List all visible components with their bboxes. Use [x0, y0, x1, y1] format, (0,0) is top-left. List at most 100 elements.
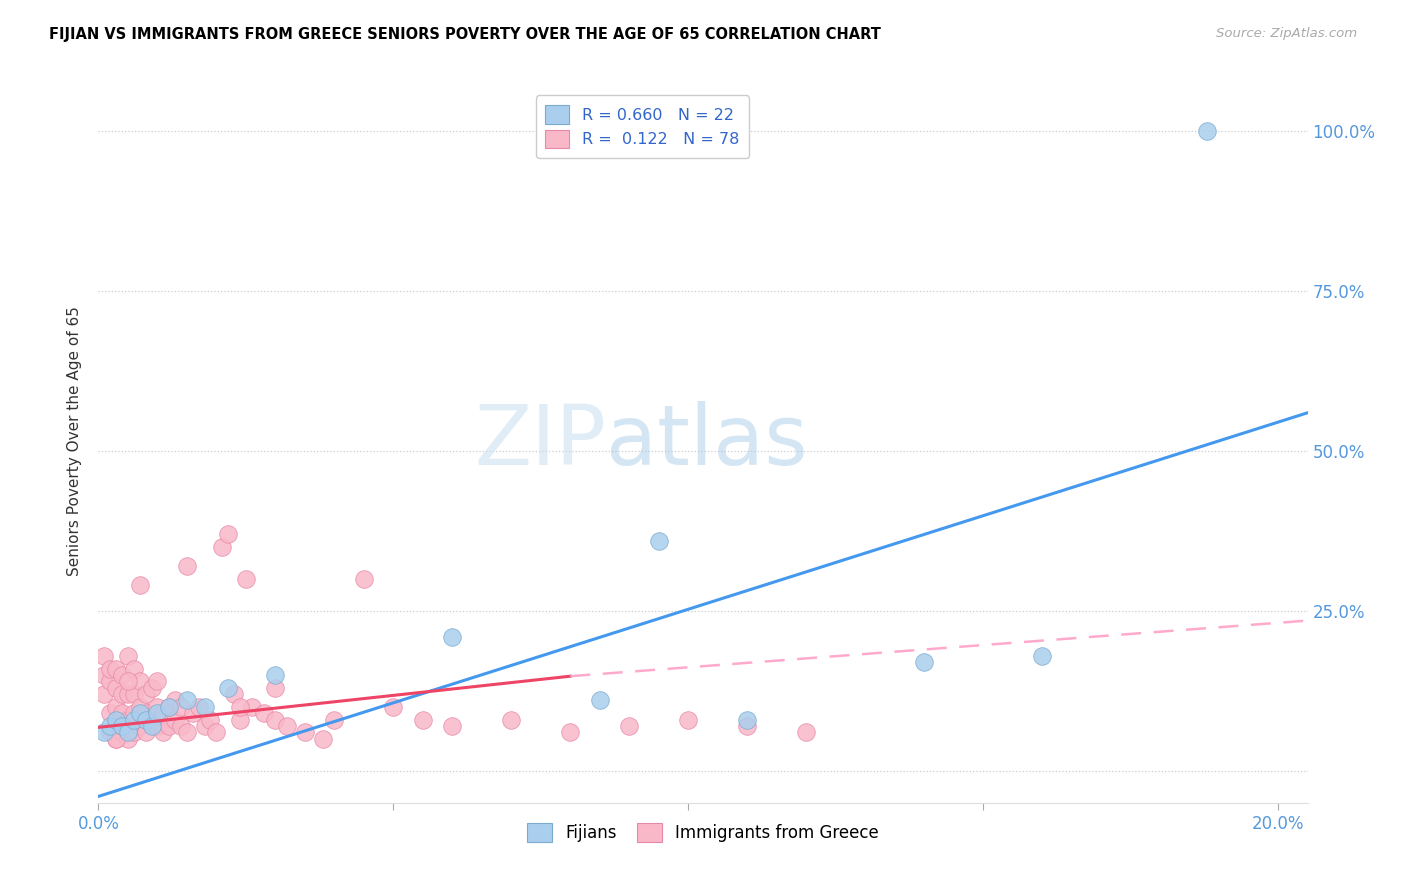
- Point: [678, 713, 700, 727]
- Point: [441, 630, 464, 644]
- Point: [105, 713, 128, 727]
- Point: [235, 572, 257, 586]
- Point: [276, 719, 298, 733]
- Point: [135, 706, 157, 721]
- Legend: Fijians, Immigrants from Greece: Fijians, Immigrants from Greece: [520, 816, 886, 848]
- Point: [170, 719, 193, 733]
- Point: [157, 719, 180, 733]
- Point: [152, 706, 174, 721]
- Point: [117, 713, 139, 727]
- Point: [412, 713, 434, 727]
- Point: [98, 661, 121, 675]
- Point: [122, 713, 145, 727]
- Point: [135, 713, 157, 727]
- Point: [152, 725, 174, 739]
- Point: [240, 699, 263, 714]
- Point: [93, 648, 115, 663]
- Point: [146, 699, 169, 714]
- Point: [111, 668, 134, 682]
- Point: [117, 648, 139, 663]
- Point: [205, 725, 228, 739]
- Point: [93, 725, 115, 739]
- Point: [294, 725, 316, 739]
- Point: [181, 706, 204, 721]
- Point: [165, 693, 187, 707]
- Point: [98, 674, 121, 689]
- Point: [560, 725, 582, 739]
- Point: [98, 706, 121, 721]
- Point: [735, 713, 758, 727]
- Point: [122, 661, 145, 675]
- Point: [105, 661, 128, 675]
- Point: [176, 559, 198, 574]
- Point: [141, 719, 163, 733]
- Point: [117, 687, 139, 701]
- Point: [128, 706, 150, 721]
- Point: [311, 731, 333, 746]
- Text: Source: ZipAtlas.com: Source: ZipAtlas.com: [1216, 27, 1357, 40]
- Point: [176, 693, 198, 707]
- Text: ZIP: ZIP: [474, 401, 606, 482]
- Point: [217, 527, 239, 541]
- Point: [128, 674, 150, 689]
- Point: [619, 719, 641, 733]
- Point: [117, 674, 139, 689]
- Point: [111, 725, 134, 739]
- Point: [1031, 648, 1053, 663]
- Point: [135, 687, 157, 701]
- Point: [648, 533, 671, 548]
- Point: [98, 719, 121, 733]
- Point: [252, 706, 274, 721]
- Point: [122, 687, 145, 701]
- Point: [122, 706, 145, 721]
- Point: [794, 725, 817, 739]
- Point: [128, 699, 150, 714]
- Point: [146, 719, 169, 733]
- Point: [194, 699, 217, 714]
- Point: [382, 699, 405, 714]
- Point: [157, 699, 180, 714]
- Point: [912, 655, 935, 669]
- Point: [194, 719, 217, 733]
- Point: [93, 668, 115, 682]
- Point: [105, 719, 128, 733]
- Point: [111, 706, 134, 721]
- Point: [111, 719, 134, 733]
- Point: [217, 681, 239, 695]
- Point: [200, 713, 222, 727]
- Point: [141, 713, 163, 727]
- Y-axis label: Seniors Poverty Over the Age of 65: Seniors Poverty Over the Age of 65: [67, 307, 83, 576]
- Point: [105, 731, 128, 746]
- Point: [441, 719, 464, 733]
- Point: [229, 699, 252, 714]
- Point: [117, 725, 139, 739]
- Point: [264, 681, 287, 695]
- Point: [105, 681, 128, 695]
- Point: [93, 687, 115, 701]
- Point: [353, 572, 375, 586]
- Point: [501, 713, 523, 727]
- Point: [128, 719, 150, 733]
- Point: [111, 719, 134, 733]
- Point: [141, 681, 163, 695]
- Point: [187, 699, 209, 714]
- Point: [264, 713, 287, 727]
- Point: [111, 687, 134, 701]
- Text: FIJIAN VS IMMIGRANTS FROM GREECE SENIORS POVERTY OVER THE AGE OF 65 CORRELATION : FIJIAN VS IMMIGRANTS FROM GREECE SENIORS…: [49, 27, 882, 42]
- Point: [105, 731, 128, 746]
- Point: [165, 713, 187, 727]
- Point: [1197, 124, 1219, 138]
- Point: [105, 699, 128, 714]
- Point: [157, 699, 180, 714]
- Point: [264, 668, 287, 682]
- Point: [128, 578, 150, 592]
- Point: [211, 540, 233, 554]
- Point: [146, 706, 169, 721]
- Point: [735, 719, 758, 733]
- Point: [323, 713, 346, 727]
- Point: [589, 693, 612, 707]
- Point: [229, 713, 252, 727]
- Point: [222, 687, 245, 701]
- Point: [176, 725, 198, 739]
- Point: [135, 725, 157, 739]
